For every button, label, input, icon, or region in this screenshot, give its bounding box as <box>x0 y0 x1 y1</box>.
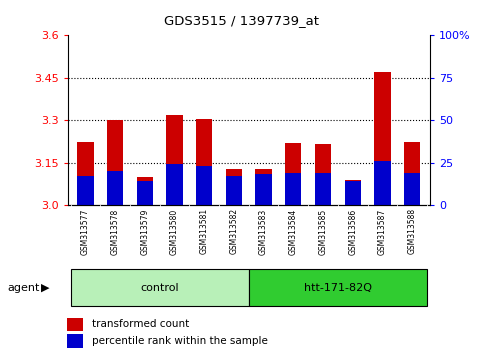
Bar <box>344 181 361 205</box>
Text: GSM313580: GSM313580 <box>170 208 179 255</box>
FancyBboxPatch shape <box>71 269 249 306</box>
Bar <box>344 180 361 205</box>
Bar <box>77 142 94 205</box>
Text: control: control <box>141 282 179 293</box>
Bar <box>404 142 420 173</box>
Text: GSM313579: GSM313579 <box>141 208 149 255</box>
Text: GSM313583: GSM313583 <box>259 208 268 255</box>
Bar <box>285 143 301 173</box>
Text: GSM313582: GSM313582 <box>229 208 239 255</box>
Text: GSM313585: GSM313585 <box>318 208 327 255</box>
Bar <box>374 72 391 205</box>
Bar <box>67 334 84 348</box>
Text: GDS3515 / 1397739_at: GDS3515 / 1397739_at <box>164 14 319 27</box>
Bar <box>256 169 272 174</box>
Bar <box>315 144 331 173</box>
Text: GSM313587: GSM313587 <box>378 208 387 255</box>
Bar <box>77 142 94 176</box>
Bar <box>137 177 153 205</box>
FancyBboxPatch shape <box>249 269 427 306</box>
Bar <box>166 164 183 205</box>
Bar <box>196 166 213 205</box>
Text: percentile rank within the sample: percentile rank within the sample <box>92 336 268 346</box>
Bar <box>404 142 420 205</box>
Bar <box>315 173 331 205</box>
Bar <box>374 161 391 205</box>
Bar <box>166 115 183 205</box>
Text: GSM313578: GSM313578 <box>111 208 120 255</box>
Bar <box>226 169 242 176</box>
Bar <box>226 176 242 205</box>
Text: GSM313588: GSM313588 <box>408 208 416 255</box>
Bar <box>374 72 391 161</box>
Text: GSM313581: GSM313581 <box>199 208 209 255</box>
Bar <box>256 169 272 205</box>
Bar <box>107 120 123 205</box>
Bar <box>77 176 94 205</box>
Bar <box>107 171 123 205</box>
Bar <box>107 120 123 171</box>
Text: transformed count: transformed count <box>92 319 189 329</box>
Bar <box>137 177 153 181</box>
Bar <box>404 173 420 205</box>
Bar <box>226 169 242 205</box>
Bar <box>67 318 84 331</box>
Bar <box>137 181 153 205</box>
Text: GSM313584: GSM313584 <box>289 208 298 255</box>
Bar <box>285 143 301 205</box>
Bar <box>315 144 331 205</box>
Bar <box>196 119 213 166</box>
Bar <box>285 173 301 205</box>
Text: ▶: ▶ <box>41 282 50 293</box>
Bar <box>256 174 272 205</box>
Bar <box>166 115 183 164</box>
Text: agent: agent <box>7 282 40 293</box>
Text: GSM313577: GSM313577 <box>81 208 90 255</box>
Text: GSM313586: GSM313586 <box>348 208 357 255</box>
Text: htt-171-82Q: htt-171-82Q <box>304 282 372 293</box>
Bar <box>196 119 213 205</box>
Bar <box>344 180 361 181</box>
